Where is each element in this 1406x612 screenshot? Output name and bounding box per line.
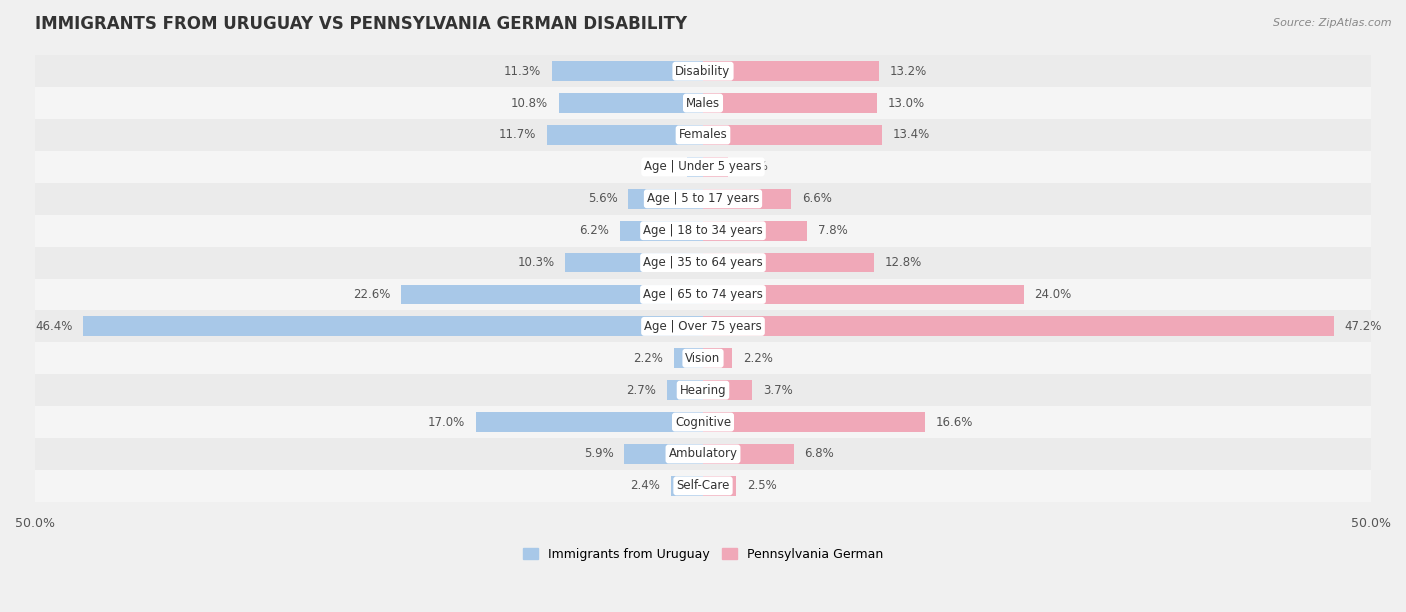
Text: Ambulatory: Ambulatory — [668, 447, 738, 460]
Bar — [703, 348, 733, 368]
Text: 12.8%: 12.8% — [884, 256, 922, 269]
Bar — [620, 221, 703, 241]
Text: 5.6%: 5.6% — [588, 192, 617, 205]
Text: Females: Females — [679, 129, 727, 141]
Bar — [703, 157, 728, 177]
Text: 2.7%: 2.7% — [626, 384, 657, 397]
Text: 10.3%: 10.3% — [517, 256, 555, 269]
Text: 22.6%: 22.6% — [353, 288, 391, 301]
Text: 2.2%: 2.2% — [633, 352, 662, 365]
Text: 2.5%: 2.5% — [747, 479, 778, 493]
Bar — [35, 438, 1371, 470]
Bar — [558, 93, 703, 113]
Bar — [553, 61, 703, 81]
Bar — [35, 406, 1371, 438]
Bar — [35, 247, 1371, 278]
Text: 16.6%: 16.6% — [935, 416, 973, 428]
Bar — [401, 285, 703, 304]
Bar — [703, 125, 882, 145]
Legend: Immigrants from Uruguay, Pennsylvania German: Immigrants from Uruguay, Pennsylvania Ge… — [517, 543, 889, 565]
Bar — [35, 183, 1371, 215]
Bar — [475, 412, 703, 432]
Bar — [624, 444, 703, 464]
Bar — [35, 310, 1371, 342]
Text: 3.7%: 3.7% — [763, 384, 793, 397]
Text: 10.8%: 10.8% — [510, 97, 548, 110]
Bar — [35, 119, 1371, 151]
Text: IMMIGRANTS FROM URUGUAY VS PENNSYLVANIA GERMAN DISABILITY: IMMIGRANTS FROM URUGUAY VS PENNSYLVANIA … — [35, 15, 688, 33]
Text: 6.2%: 6.2% — [579, 224, 609, 237]
Text: 1.2%: 1.2% — [647, 160, 676, 173]
Text: Hearing: Hearing — [679, 384, 727, 397]
Text: Self-Care: Self-Care — [676, 479, 730, 493]
Text: 2.4%: 2.4% — [630, 479, 661, 493]
Text: 13.2%: 13.2% — [890, 65, 928, 78]
Bar — [673, 348, 703, 368]
Bar — [703, 285, 1024, 304]
Text: Source: ZipAtlas.com: Source: ZipAtlas.com — [1274, 18, 1392, 28]
Bar — [703, 444, 794, 464]
Bar — [83, 316, 703, 336]
Bar — [703, 93, 877, 113]
Bar — [703, 380, 752, 400]
Text: Vision: Vision — [685, 352, 721, 365]
Bar — [688, 157, 703, 177]
Bar — [666, 380, 703, 400]
Text: 7.8%: 7.8% — [818, 224, 848, 237]
Text: Disability: Disability — [675, 65, 731, 78]
Bar — [35, 278, 1371, 310]
Text: Age | 18 to 34 years: Age | 18 to 34 years — [643, 224, 763, 237]
Text: 1.9%: 1.9% — [740, 160, 769, 173]
Text: 11.3%: 11.3% — [505, 65, 541, 78]
Text: 2.2%: 2.2% — [744, 352, 773, 365]
Bar — [703, 61, 879, 81]
Bar — [35, 151, 1371, 183]
Bar — [703, 221, 807, 241]
Text: 24.0%: 24.0% — [1035, 288, 1071, 301]
Text: Males: Males — [686, 97, 720, 110]
Bar — [35, 470, 1371, 502]
Bar — [35, 215, 1371, 247]
Text: 46.4%: 46.4% — [35, 320, 72, 333]
Text: Age | Over 75 years: Age | Over 75 years — [644, 320, 762, 333]
Bar — [565, 253, 703, 272]
Text: Age | Under 5 years: Age | Under 5 years — [644, 160, 762, 173]
Text: Age | 5 to 17 years: Age | 5 to 17 years — [647, 192, 759, 205]
Bar — [35, 87, 1371, 119]
Text: 13.4%: 13.4% — [893, 129, 929, 141]
Bar — [628, 189, 703, 209]
Text: Age | 35 to 64 years: Age | 35 to 64 years — [643, 256, 763, 269]
Bar — [703, 476, 737, 496]
Bar — [547, 125, 703, 145]
Bar — [703, 316, 1334, 336]
Bar — [35, 55, 1371, 87]
Text: 13.0%: 13.0% — [887, 97, 925, 110]
Bar — [671, 476, 703, 496]
Text: 11.7%: 11.7% — [499, 129, 536, 141]
Bar — [35, 342, 1371, 374]
Text: 6.6%: 6.6% — [801, 192, 832, 205]
Bar — [703, 189, 792, 209]
Text: 47.2%: 47.2% — [1344, 320, 1382, 333]
Text: Cognitive: Cognitive — [675, 416, 731, 428]
Text: 6.8%: 6.8% — [804, 447, 834, 460]
Text: Age | 65 to 74 years: Age | 65 to 74 years — [643, 288, 763, 301]
Bar — [703, 253, 875, 272]
Bar — [35, 374, 1371, 406]
Text: 5.9%: 5.9% — [583, 447, 613, 460]
Text: 17.0%: 17.0% — [427, 416, 465, 428]
Bar — [703, 412, 925, 432]
